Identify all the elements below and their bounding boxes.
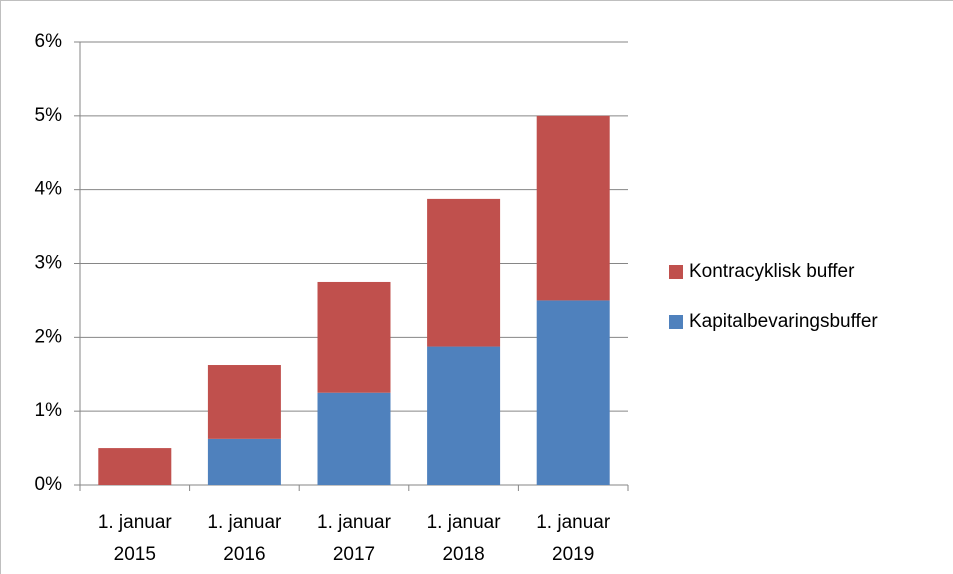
x-tick-label: 1. januar 2016 xyxy=(207,512,282,565)
y-tick-label: 4% xyxy=(35,179,63,200)
x-tick-label: 1. januar 2015 xyxy=(98,512,173,565)
bar-segment xyxy=(536,115,610,301)
y-tick-label: 0% xyxy=(35,474,63,495)
y-tick-label: 2% xyxy=(35,326,63,347)
x-tick-label: 1. januar 2019 xyxy=(536,512,611,565)
y-tick-label: 6% xyxy=(35,31,63,52)
bar-segment xyxy=(427,198,501,347)
bar-segment xyxy=(207,438,281,485)
legend-label: Kontracyklisk buffer xyxy=(689,261,855,282)
bar-segment xyxy=(317,392,391,485)
y-tick-label: 3% xyxy=(35,253,63,274)
legend-label: Kapitalbevaringsbuffer xyxy=(689,311,878,332)
bar-segment xyxy=(536,300,610,485)
x-tick-label: 1. januar 2018 xyxy=(427,512,502,565)
legend-swatch xyxy=(669,315,683,329)
legend-swatch xyxy=(669,265,683,279)
bar-segment xyxy=(98,448,172,485)
y-tick-label: 5% xyxy=(35,105,63,126)
x-tick-label: 1. januar 2017 xyxy=(317,512,392,565)
bar-segment xyxy=(317,281,391,393)
y-tick-label: 1% xyxy=(35,400,63,421)
bar-segment xyxy=(427,346,501,485)
bar-segment xyxy=(207,365,281,439)
